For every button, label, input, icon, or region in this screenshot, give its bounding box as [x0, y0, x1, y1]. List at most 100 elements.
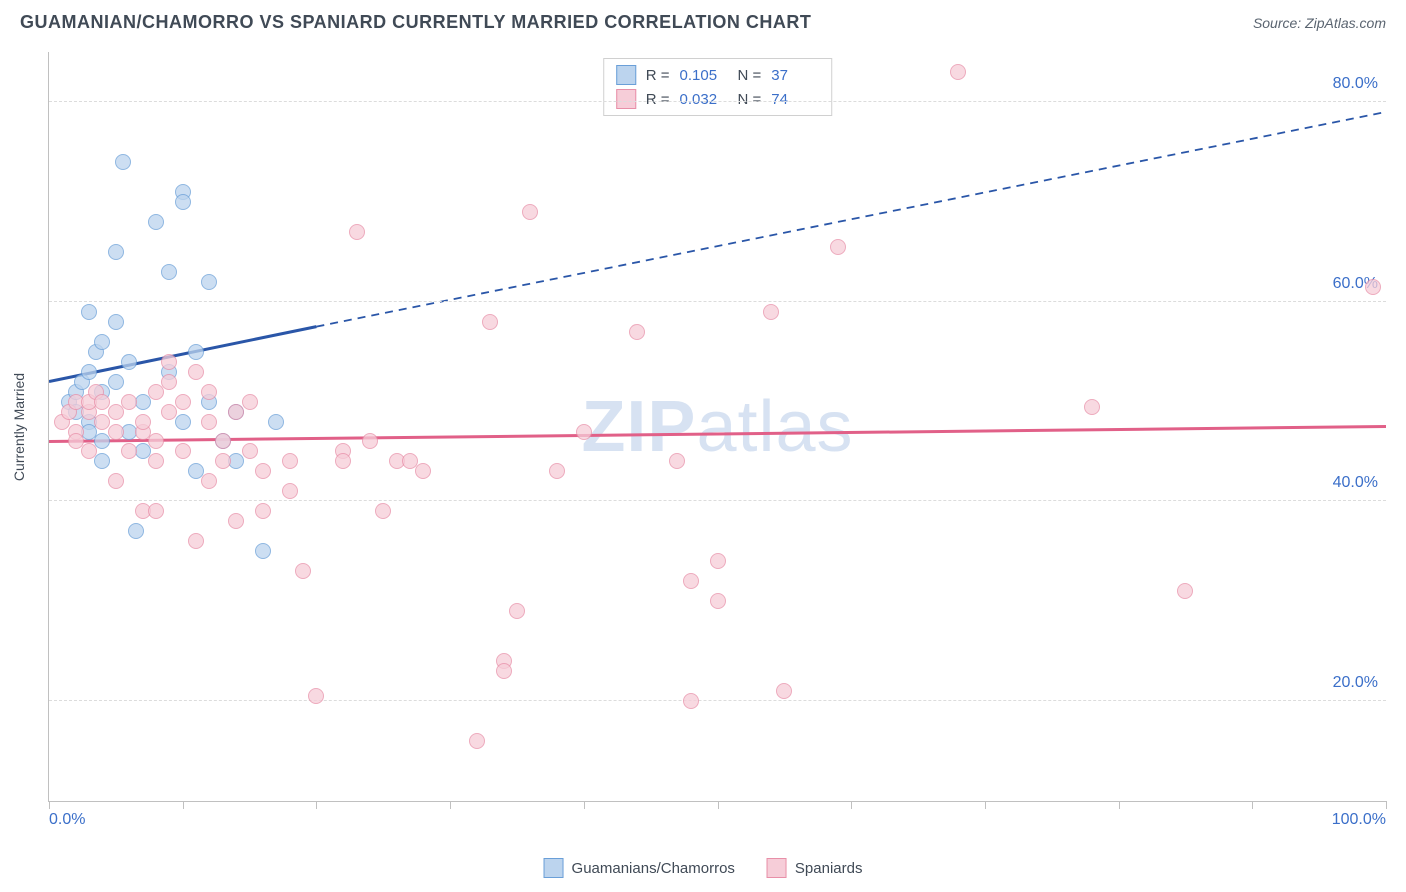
watermark: ZIPatlas — [581, 386, 853, 468]
stat-value-r: 0.105 — [680, 67, 728, 84]
x-tick — [985, 801, 986, 809]
stat-label-n: N = — [738, 91, 762, 108]
scatter-point — [161, 354, 177, 370]
scatter-point — [94, 433, 110, 449]
x-tick — [851, 801, 852, 809]
scatter-point — [121, 394, 137, 410]
x-tick-label: 100.0% — [1332, 811, 1386, 829]
scatter-point — [228, 513, 244, 529]
scatter-point — [295, 563, 311, 579]
scatter-point — [242, 443, 258, 459]
scatter-point — [415, 463, 431, 479]
scatter-point — [108, 473, 124, 489]
stat-label-n: N = — [738, 67, 762, 84]
scatter-point — [268, 414, 284, 430]
scatter-point — [683, 573, 699, 589]
legend-swatch — [767, 858, 787, 878]
scatter-point — [81, 304, 97, 320]
scatter-point — [669, 453, 685, 469]
scatter-point — [121, 354, 137, 370]
scatter-point — [335, 453, 351, 469]
series-legend: Guamanians/Chamorros Spaniards — [544, 858, 863, 878]
scatter-point — [549, 463, 565, 479]
scatter-point — [201, 274, 217, 290]
scatter-point — [830, 239, 846, 255]
series-swatch — [616, 89, 636, 109]
x-tick — [183, 801, 184, 809]
x-tick — [1386, 801, 1387, 809]
scatter-point — [215, 453, 231, 469]
scatter-point — [776, 683, 792, 699]
scatter-point — [1084, 399, 1100, 415]
scatter-point — [201, 473, 217, 489]
scatter-point — [161, 404, 177, 420]
scatter-point — [255, 543, 271, 559]
scatter-point — [121, 443, 137, 459]
legend-label: Spaniards — [795, 860, 863, 877]
scatter-point — [175, 414, 191, 430]
scatter-point — [175, 194, 191, 210]
scatter-point — [308, 688, 324, 704]
scatter-point — [228, 404, 244, 420]
scatter-point — [161, 264, 177, 280]
scatter-point — [349, 224, 365, 240]
scatter-point — [215, 433, 231, 449]
scatter-point — [148, 214, 164, 230]
chart-title: GUAMANIAN/CHAMORRO VS SPANIARD CURRENTLY… — [20, 12, 811, 33]
stat-value-n: 37 — [771, 67, 819, 84]
scatter-point — [710, 593, 726, 609]
scatter-point — [115, 154, 131, 170]
gridline-h — [49, 700, 1386, 701]
scatter-point — [108, 404, 124, 420]
scatter-point — [362, 433, 378, 449]
scatter-point — [108, 314, 124, 330]
x-tick — [718, 801, 719, 809]
scatter-point — [242, 394, 258, 410]
scatter-point — [188, 344, 204, 360]
scatter-point — [81, 364, 97, 380]
scatter-point — [629, 324, 645, 340]
scatter-point — [148, 384, 164, 400]
scatter-point — [522, 204, 538, 220]
legend-swatch — [544, 858, 564, 878]
scatter-point — [576, 424, 592, 440]
stat-label-r: R = — [646, 91, 670, 108]
scatter-point — [94, 453, 110, 469]
x-tick-label: 0.0% — [49, 811, 85, 829]
scatter-point — [375, 503, 391, 519]
scatter-point — [282, 453, 298, 469]
scatter-point — [161, 374, 177, 390]
scatter-point — [128, 523, 144, 539]
legend-item: Spaniards — [767, 858, 863, 878]
source-attribution: Source: ZipAtlas.com — [1253, 15, 1386, 31]
stat-label-r: R = — [646, 67, 670, 84]
stat-value-r: 0.032 — [680, 91, 728, 108]
scatter-point — [81, 443, 97, 459]
correlation-stats-box: R = 0.105 N = 37 R = 0.032 N = 74 — [603, 58, 833, 116]
y-axis-label: Currently Married — [11, 372, 27, 480]
scatter-point — [509, 603, 525, 619]
scatter-point — [950, 64, 966, 80]
scatter-point — [108, 244, 124, 260]
scatter-point — [1177, 583, 1193, 599]
scatter-point — [496, 663, 512, 679]
legend-item: Guamanians/Chamorros — [544, 858, 735, 878]
scatter-point — [188, 364, 204, 380]
scatter-point — [188, 533, 204, 549]
scatter-point — [175, 443, 191, 459]
stat-value-n: 74 — [771, 91, 819, 108]
scatter-point — [255, 463, 271, 479]
scatter-point — [282, 483, 298, 499]
trend-lines — [49, 52, 1386, 801]
scatter-point — [148, 433, 164, 449]
scatter-point — [255, 503, 271, 519]
scatter-point — [683, 693, 699, 709]
scatter-point — [469, 733, 485, 749]
x-tick — [1252, 801, 1253, 809]
x-tick — [584, 801, 585, 809]
y-tick-label: 80.0% — [1333, 75, 1378, 93]
gridline-h — [49, 500, 1386, 501]
chart-container: Currently Married ZIPatlas R =0.105N =37… — [48, 52, 1386, 832]
scatter-point — [148, 453, 164, 469]
scatter-point — [94, 334, 110, 350]
